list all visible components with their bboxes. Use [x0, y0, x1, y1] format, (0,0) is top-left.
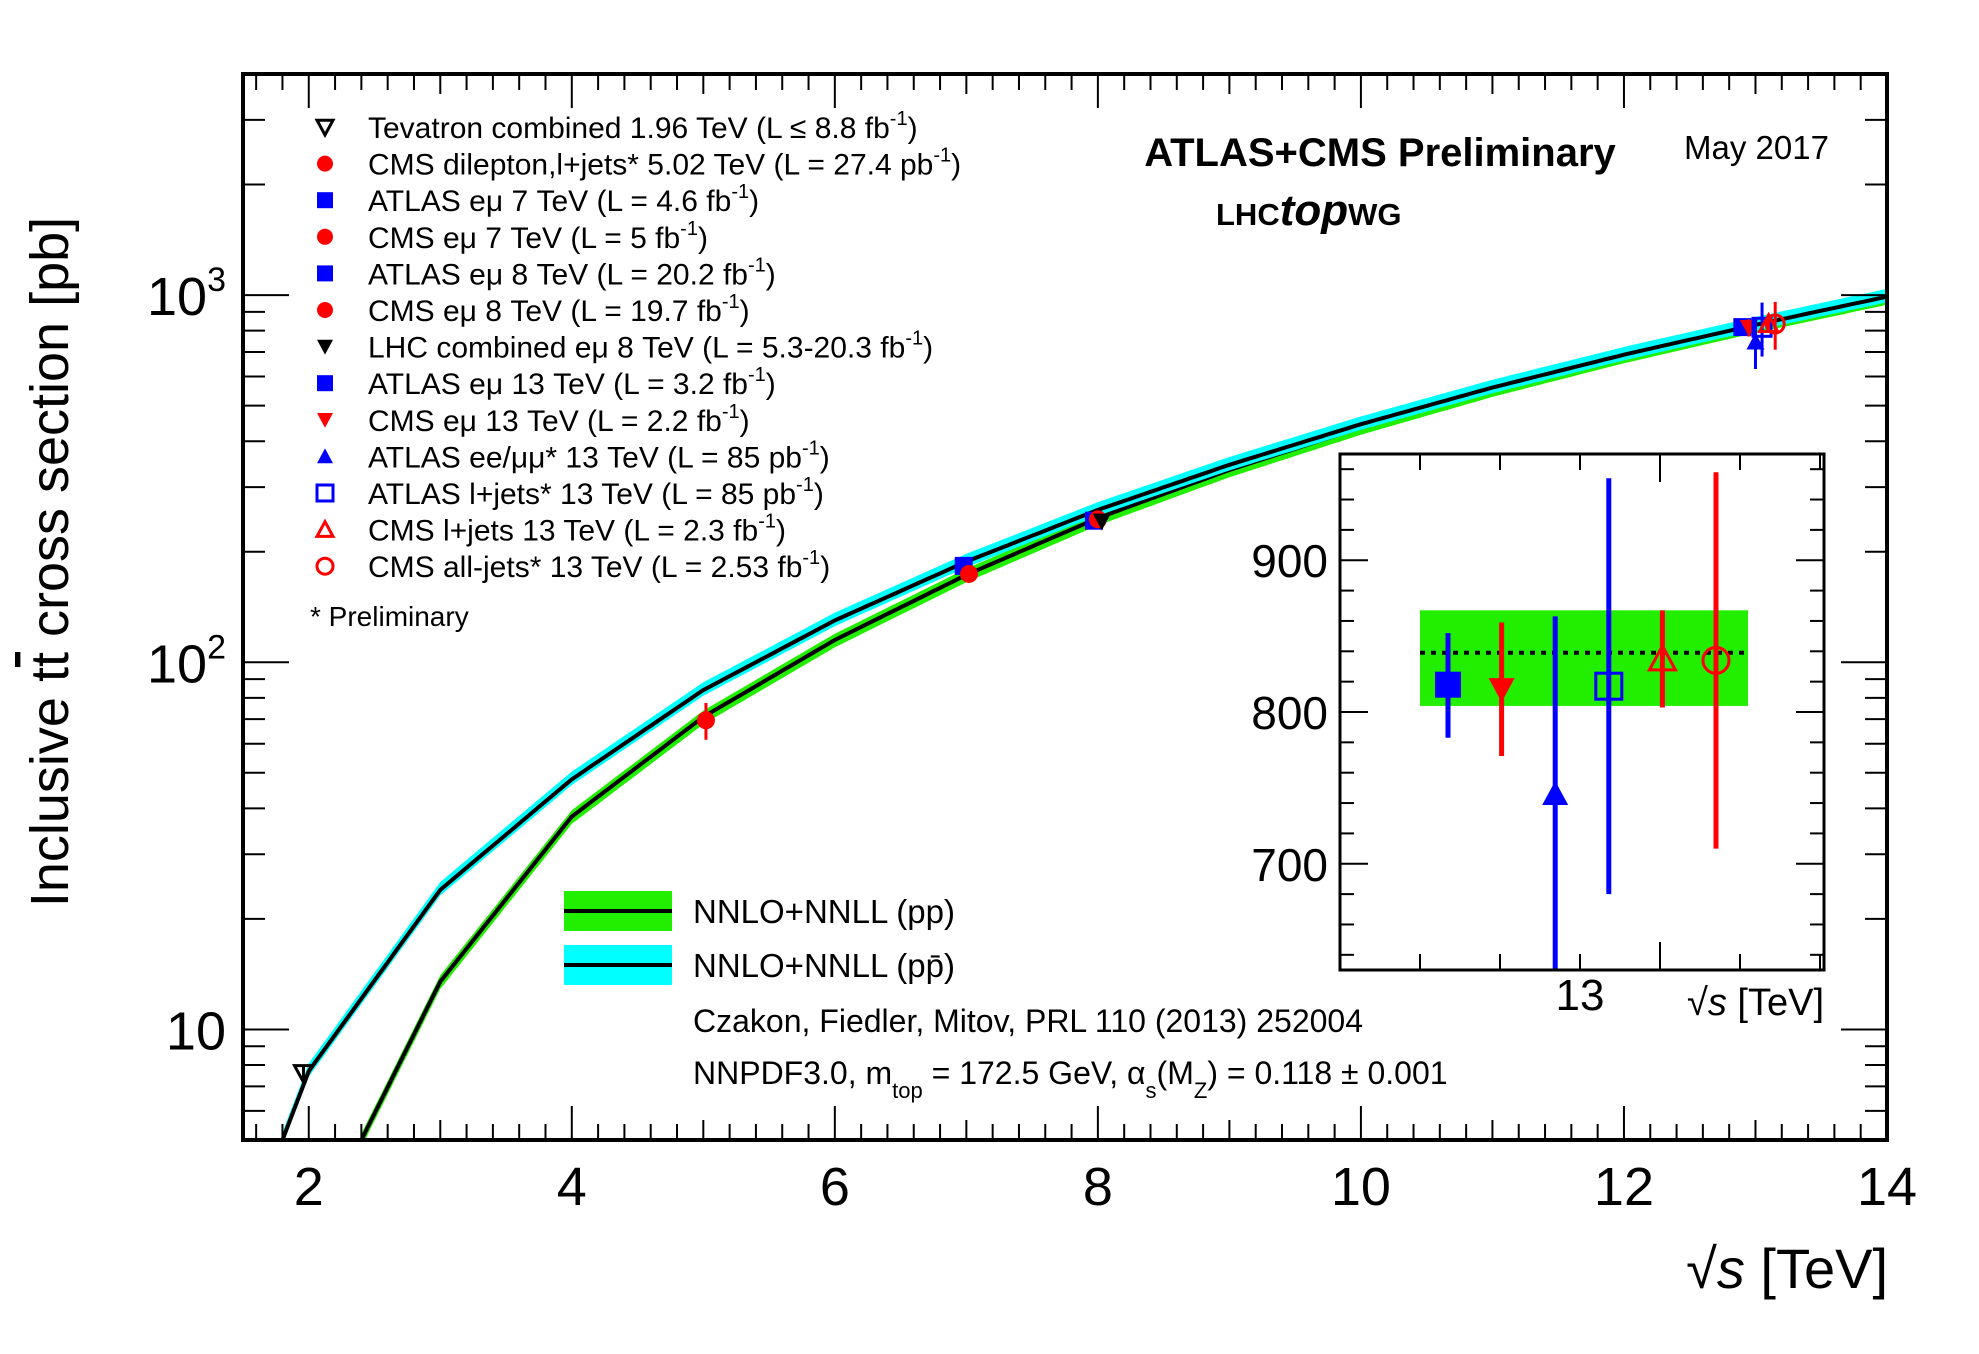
band-legend-label: NNLO+NNLL (pp̄)	[693, 947, 955, 984]
inset-y-tick-label: 900	[1251, 535, 1328, 587]
pdf-note: NNPDF3.0, mtop = 172.5 GeV, αs(MZ) = 0.1…	[693, 1055, 1448, 1103]
theory-legend: NNLO+NNLL (pp) NNLO+NNLL (pp̄)	[564, 891, 955, 985]
theory-bands	[280, 288, 1887, 1140]
legend-marker	[317, 448, 333, 464]
lhctopwg-logo: LHCtopWG	[1216, 186, 1402, 235]
legend-marker	[317, 339, 333, 355]
legend-marker	[317, 375, 333, 392]
inset-marker	[1435, 671, 1461, 698]
legend-marker	[317, 413, 333, 428]
band-legend-label: NNLO+NNLL (pp)	[693, 893, 955, 930]
legend-label: Tevatron combined 1.96 TeV (L ≤ 8.8 fb-1…	[368, 108, 918, 145]
legend-marker	[317, 265, 333, 282]
legend-label: CMS all-jets* 13 TeV (L = 2.53 fb-1)	[368, 547, 830, 584]
axis-ticks: 2 4 6 8 10 12 14 103 102 10	[147, 73, 1917, 1217]
data-point-marker	[291, 1064, 316, 1086]
inset-background	[1340, 454, 1824, 970]
y-axis-title: Inclusive tt cross section [pb]	[20, 217, 80, 907]
x-tick-label: 14	[1857, 1157, 1917, 1217]
legend-marker	[317, 302, 333, 318]
x-tick-label: 2	[294, 1157, 324, 1217]
x-tick-label: 4	[557, 1157, 587, 1217]
data-points	[291, 301, 1786, 1086]
footnote-preliminary: * Preliminary	[310, 601, 469, 632]
legend-label: ATLAS eμ 13 TeV (L = 3.2 fb-1)	[368, 364, 776, 401]
y-tick-label: 102	[147, 628, 226, 694]
legend-marker	[317, 155, 333, 172]
inset-x-tick-label: 13	[1556, 971, 1605, 1020]
plot-frame	[241, 72, 1889, 1142]
inset-marker	[1701, 645, 1731, 675]
data-point-marker	[696, 711, 715, 730]
inset-theory-band	[1420, 610, 1748, 706]
x-tick-label: 10	[1331, 1157, 1391, 1217]
legend-marker	[314, 518, 336, 538]
legend-label: CMS dilepton,l+jets* 5.02 TeV (L = 27.4 …	[368, 145, 961, 182]
data-point-marker	[1751, 316, 1773, 338]
inset-plot: 13 √s [TeV] 700 800 900	[1251, 452, 1826, 1024]
legend-label: CMS eμ 7 TeV (L = 5 fb-1)	[368, 218, 708, 255]
inset-x-axis-title: √s [TeV]	[1687, 982, 1824, 1024]
inset-marker	[1488, 678, 1515, 703]
svg-text:Inclusive tt cross section [pb: Inclusive tt cross section [pb]	[20, 217, 80, 907]
y-tick-label: 103	[147, 261, 226, 327]
inset-content	[1420, 472, 1748, 970]
legend-label: CMS eμ 8 TeV (L = 19.7 fb-1)	[368, 291, 750, 328]
inset-marker	[1594, 671, 1624, 701]
legend-label: ATLAS l+jets* 13 TeV (L = 85 pb-1)	[368, 474, 824, 511]
inset-y-tick-label: 700	[1251, 839, 1328, 891]
data-point-marker	[1092, 513, 1111, 531]
legend-label: ATLAS ee/μμ* 13 TeV (L = 85 pb-1)	[368, 437, 830, 474]
x-axis-title: √s [TeV]	[1686, 1237, 1888, 1300]
chart-title: ATLAS+CMS Preliminary	[1144, 131, 1616, 175]
legend-label: CMS eμ 13 TeV (L = 2.2 fb-1)	[368, 401, 750, 438]
legend-marker	[317, 228, 333, 245]
data-point-marker	[1764, 313, 1786, 335]
legend: Tevatron combined 1.96 TeV (L ≤ 8.8 fb-1…	[314, 108, 961, 584]
inset-marker	[1542, 780, 1569, 806]
reference-citation: Czakon, Fiedler, Mitov, PRL 110 (2013) 2…	[693, 1003, 1363, 1039]
inset-y-tick-label: 800	[1251, 687, 1328, 739]
x-tick-label: 12	[1594, 1157, 1654, 1217]
x-tick-label: 8	[1083, 1157, 1113, 1217]
legend-marker	[314, 118, 336, 139]
main-plot-area: 2 4 6 8 10 12 14 103 102 10	[147, 72, 1917, 1217]
legend-label: CMS l+jets 13 TeV (L = 2.3 fb-1)	[368, 511, 786, 548]
legend-marker	[317, 192, 333, 209]
legend-label: ATLAS eμ 8 TeV (L = 20.2 fb-1)	[368, 254, 776, 291]
data-point-marker	[959, 564, 978, 583]
data-point-marker	[1746, 332, 1765, 350]
inset-marker	[1646, 642, 1678, 672]
theory-central-line-2	[280, 294, 1887, 1140]
y-tick-label: 10	[166, 1001, 226, 1061]
x-tick-label: 6	[820, 1157, 850, 1217]
chart-date: May 2017	[1684, 129, 1829, 166]
legend-marker	[315, 556, 335, 576]
legend-label: ATLAS eμ 7 TeV (L = 4.6 fb-1)	[368, 181, 759, 218]
legend-marker	[315, 483, 335, 503]
legend-label: LHC combined eμ 8 TeV (L = 5.3-20.3 fb-1…	[368, 328, 933, 365]
